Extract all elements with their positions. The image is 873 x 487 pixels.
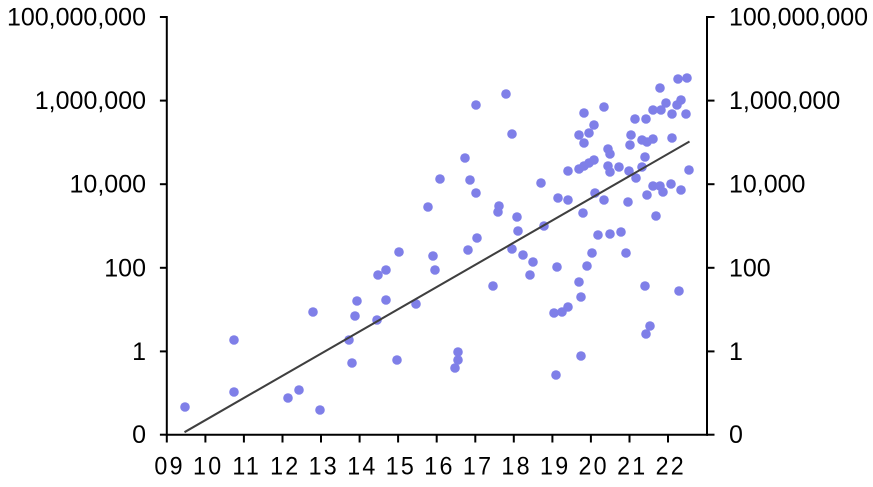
svg-text:18: 18 bbox=[501, 453, 531, 481]
svg-text:0: 0 bbox=[132, 421, 146, 449]
svg-text:17: 17 bbox=[463, 453, 493, 481]
svg-text:1: 1 bbox=[132, 338, 146, 366]
svg-text:09: 09 bbox=[154, 453, 184, 481]
svg-text:1,000,000: 1,000,000 bbox=[729, 87, 840, 115]
svg-text:14: 14 bbox=[347, 453, 377, 481]
svg-text:10,000: 10,000 bbox=[729, 171, 805, 199]
svg-text:100: 100 bbox=[729, 254, 771, 282]
svg-text:21: 21 bbox=[617, 453, 647, 481]
svg-text:100,000,000: 100,000,000 bbox=[729, 4, 868, 32]
svg-text:1,000,000: 1,000,000 bbox=[35, 87, 146, 115]
svg-text:13: 13 bbox=[309, 453, 339, 481]
svg-text:1: 1 bbox=[729, 338, 743, 366]
svg-text:0: 0 bbox=[729, 421, 743, 449]
svg-text:22: 22 bbox=[656, 453, 686, 481]
svg-text:11: 11 bbox=[232, 453, 261, 481]
svg-text:12: 12 bbox=[270, 453, 300, 481]
svg-text:10,000: 10,000 bbox=[70, 171, 146, 199]
svg-text:15: 15 bbox=[386, 453, 416, 481]
svg-text:20: 20 bbox=[578, 453, 608, 481]
svg-text:19: 19 bbox=[540, 453, 570, 481]
svg-text:100: 100 bbox=[104, 254, 146, 282]
svg-text:10: 10 bbox=[193, 453, 223, 481]
svg-text:100,000,000: 100,000,000 bbox=[7, 4, 146, 32]
svg-text:16: 16 bbox=[424, 453, 454, 481]
